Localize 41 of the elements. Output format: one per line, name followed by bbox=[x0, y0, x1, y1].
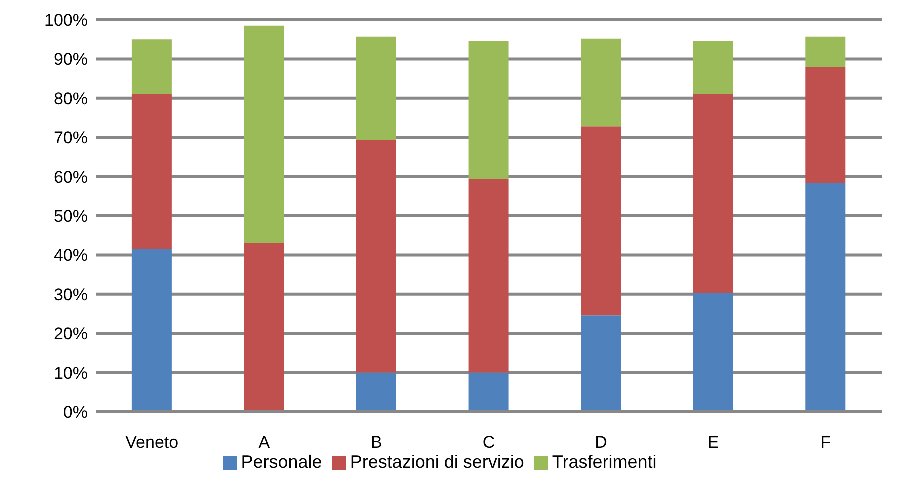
bar bbox=[581, 316, 622, 412]
bar bbox=[132, 249, 172, 412]
bar bbox=[132, 40, 172, 94]
bar bbox=[468, 41, 509, 180]
legend-label: Prestazioni di servizio bbox=[350, 452, 524, 472]
x-tick-label: A bbox=[258, 433, 271, 452]
x-tick-label: D bbox=[595, 433, 608, 452]
y-tick-label: 100% bbox=[44, 11, 88, 30]
bar bbox=[693, 293, 734, 412]
bar bbox=[806, 67, 846, 184]
y-tick-label: 40% bbox=[54, 246, 88, 266]
bar bbox=[132, 94, 172, 250]
x-tick-label: Veneto bbox=[126, 433, 179, 452]
x-tick-label: F bbox=[820, 433, 832, 452]
bar bbox=[693, 41, 734, 94]
bar bbox=[356, 372, 397, 412]
y-tick-label: 80% bbox=[54, 89, 88, 108]
y-tick-label: 0% bbox=[63, 403, 88, 422]
bar bbox=[806, 36, 846, 68]
bar bbox=[356, 36, 397, 140]
bar bbox=[468, 180, 509, 373]
bar bbox=[806, 183, 846, 412]
y-tick-label: 10% bbox=[54, 364, 88, 383]
y-tick-label: 30% bbox=[54, 285, 88, 304]
x-tick-label: B bbox=[371, 433, 382, 452]
y-tick-label: 20% bbox=[54, 324, 88, 344]
bar bbox=[468, 372, 509, 412]
bar bbox=[244, 26, 284, 244]
bar bbox=[356, 140, 397, 373]
bar bbox=[244, 243, 284, 412]
x-tick-label: E bbox=[708, 433, 720, 452]
bar bbox=[581, 38, 622, 127]
bar bbox=[693, 94, 734, 294]
legend-label: Personale bbox=[241, 452, 322, 472]
legend-label: Trasferimenti bbox=[552, 452, 657, 472]
x-tick-label: C bbox=[482, 433, 496, 452]
y-tick-label: 90% bbox=[54, 50, 88, 70]
y-tick-label: 50% bbox=[54, 207, 88, 226]
bar bbox=[581, 126, 622, 316]
y-tick-label: 70% bbox=[54, 128, 88, 148]
y-tick-label: 60% bbox=[54, 168, 88, 187]
